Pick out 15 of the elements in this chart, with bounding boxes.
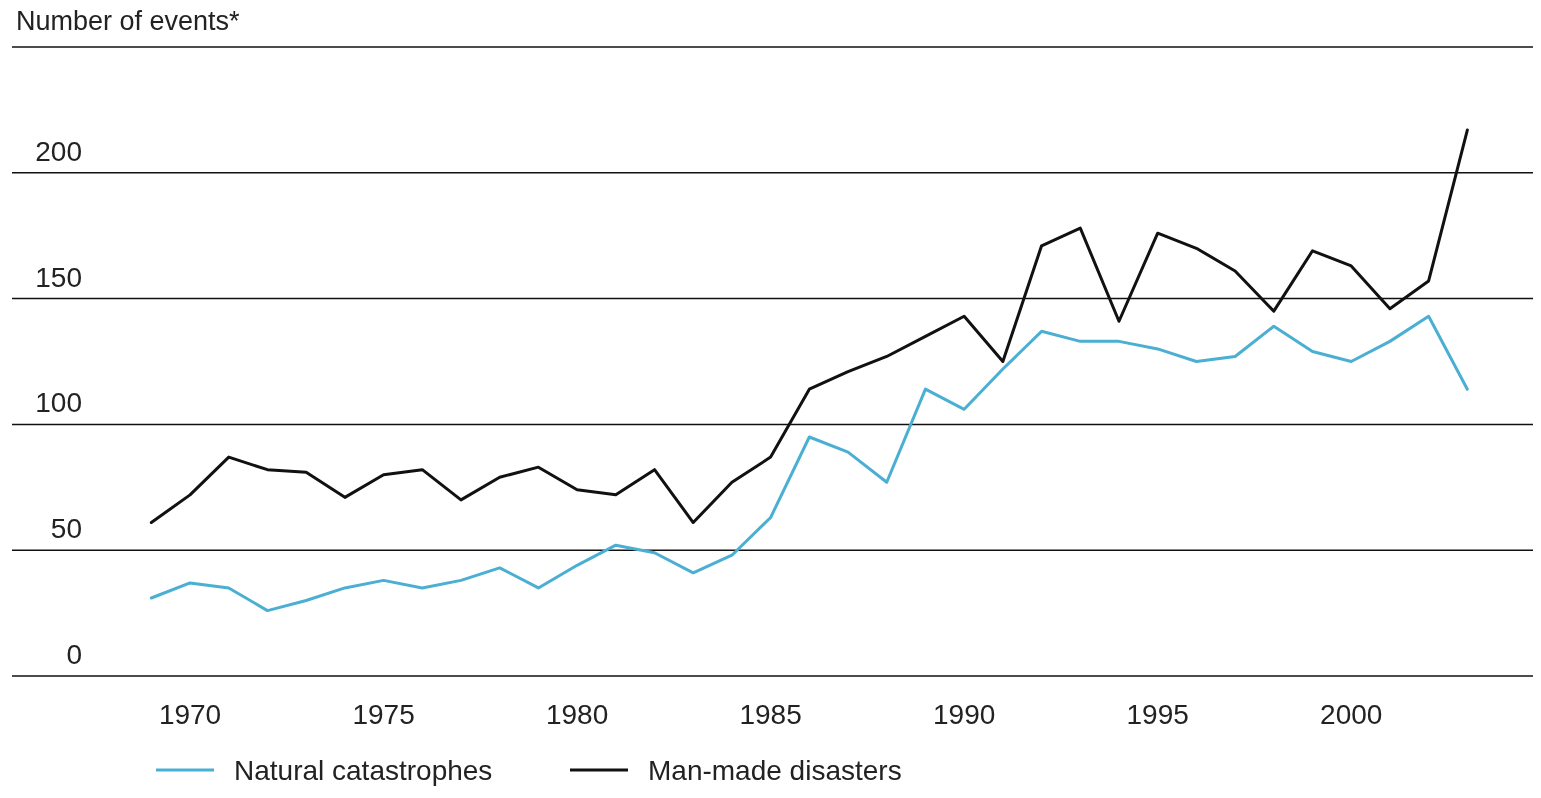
y-tick-label: 100	[35, 387, 82, 419]
y-axis-title: Number of events*	[16, 6, 241, 36]
y-tick-label: 0	[66, 639, 82, 670]
x-tick-label: 1995	[1126, 699, 1189, 730]
x-tick-label: 1970	[158, 699, 222, 730]
x-tick-label: 2000	[1320, 699, 1383, 730]
y-tick-label: 200	[35, 135, 82, 167]
x-tick-label: 1990	[933, 699, 996, 730]
y-tick-label: 50	[50, 513, 82, 545]
x-tick-label: 1985	[739, 699, 802, 730]
y-tick-label: 150	[35, 261, 82, 293]
legend-label: Natural catastrophes	[234, 755, 493, 786]
x-tick-label: 1975	[352, 699, 415, 730]
legend-label: Man-made disasters	[648, 755, 902, 786]
x-tick-label: 1980	[545, 699, 609, 730]
